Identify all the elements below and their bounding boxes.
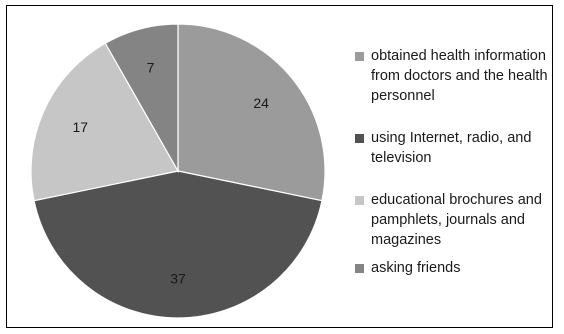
legend-swatch <box>355 134 364 143</box>
slice-value-label: 17 <box>72 119 88 135</box>
pie-slice <box>104 23 179 174</box>
legend-label: using Internet, radio, and television <box>371 130 532 166</box>
legend-swatch <box>355 52 364 61</box>
pie-chart: 24 37 17 7 <box>30 23 326 319</box>
pie-slice <box>33 170 323 319</box>
legend-label: educational brochures and pamphlets, jou… <box>371 192 542 248</box>
pie-slice <box>30 42 179 202</box>
legend-label: obtained health information from doctors… <box>371 48 548 104</box>
legend-label: asking friends <box>371 260 461 276</box>
legend-swatch <box>355 196 364 205</box>
pie-slice <box>177 23 326 202</box>
chart-frame: 24 37 17 7 obtained health information from… <box>6 5 553 328</box>
legend-swatch <box>355 264 364 273</box>
slice-value-label: 7 <box>147 59 155 75</box>
slice-value-label: 37 <box>170 270 186 286</box>
slice-value-label: 24 <box>253 95 269 111</box>
